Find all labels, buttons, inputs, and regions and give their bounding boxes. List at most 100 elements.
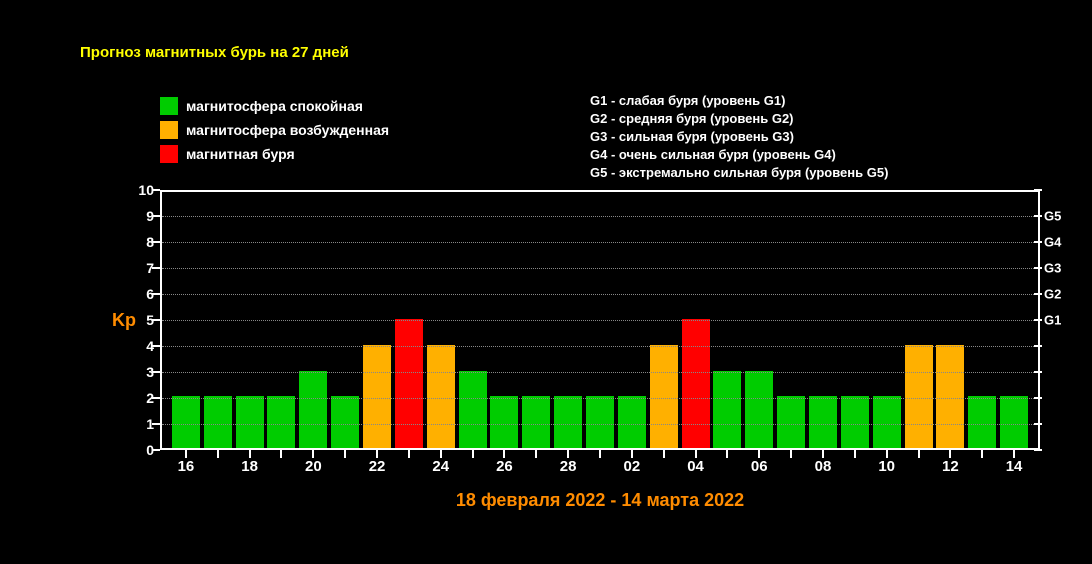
g-level-label: G3 (1044, 261, 1074, 276)
bar (809, 396, 837, 448)
bar (936, 345, 964, 448)
x-tick-label: 04 (687, 458, 704, 475)
legend-label: магнитосфера возбужденная (186, 122, 389, 138)
bar (618, 396, 646, 448)
y-tick-label: 0 (132, 442, 154, 458)
bar (459, 371, 487, 448)
x-tick-label: 06 (751, 458, 768, 475)
bar (522, 396, 550, 448)
x-tick-mark (249, 450, 251, 458)
gridline (162, 346, 1038, 347)
x-tick-mark (503, 450, 505, 458)
x-tick-mark (408, 450, 410, 458)
y-tick-mark-right (1034, 371, 1042, 373)
x-tick-mark (695, 450, 697, 458)
x-tick-mark (280, 450, 282, 458)
g-level-label: G1 (1044, 313, 1074, 328)
g-level-description: G4 - очень сильная буря (уровень G4) (590, 146, 888, 164)
y-tick-label: 2 (132, 390, 154, 406)
y-tick-mark (152, 345, 160, 347)
bar (554, 396, 582, 448)
y-tick-mark (152, 293, 160, 295)
y-tick-mark-right (1034, 319, 1042, 321)
x-tick-label: 22 (369, 458, 386, 475)
y-tick-mark (152, 449, 160, 451)
bar (427, 345, 455, 448)
x-tick-label: 08 (815, 458, 832, 475)
y-tick-label: 5 (132, 312, 154, 328)
y-tick-label: 9 (132, 208, 154, 224)
g-level-description: G5 - экстремально сильная буря (уровень … (590, 164, 888, 182)
legend-item: магнитосфера возбужденная (160, 118, 389, 142)
y-tick-mark (152, 371, 160, 373)
y-tick-mark (152, 241, 160, 243)
gridline (162, 320, 1038, 321)
g-level-description: G1 - слабая буря (уровень G1) (590, 92, 888, 110)
y-tick-mark (152, 267, 160, 269)
x-tick-label: 26 (496, 458, 513, 475)
x-tick-label: 18 (241, 458, 258, 475)
x-tick-mark (886, 450, 888, 458)
g-level-label: G4 (1044, 235, 1074, 250)
bar (395, 319, 423, 448)
legend-swatch (160, 145, 178, 163)
g-level-label: G5 (1044, 209, 1074, 224)
y-tick-label: 8 (132, 234, 154, 250)
y-tick-label: 7 (132, 260, 154, 276)
x-tick-mark (440, 450, 442, 458)
legend-right: G1 - слабая буря (уровень G1)G2 - средня… (590, 92, 888, 182)
g-level-label: G2 (1044, 287, 1074, 302)
x-tick-mark (535, 450, 537, 458)
x-tick-mark (822, 450, 824, 458)
legend-label: магнитосфера спокойная (186, 98, 363, 114)
bar (267, 396, 295, 448)
legend-item: магнитная буря (160, 142, 389, 166)
bar (777, 396, 805, 448)
bar (204, 396, 232, 448)
g-level-description: G3 - сильная буря (уровень G3) (590, 128, 888, 146)
chart-title: Прогноз магнитных бурь на 27 дней (80, 44, 349, 61)
bar (905, 345, 933, 448)
g-level-description: G2 - средняя буря (уровень G2) (590, 110, 888, 128)
x-tick-label: 10 (878, 458, 895, 475)
x-tick-label: 16 (178, 458, 195, 475)
y-tick-mark (152, 215, 160, 217)
legend-swatch (160, 97, 178, 115)
plot-area: 012345678910G1G2G3G4G5161820222426280204… (160, 190, 1040, 450)
bar (682, 319, 710, 448)
x-tick-label: 02 (624, 458, 641, 475)
legend-swatch (160, 121, 178, 139)
y-tick-mark-right (1034, 293, 1042, 295)
y-tick-mark-right (1034, 241, 1042, 243)
y-tick-label: 6 (132, 286, 154, 302)
bar (586, 396, 614, 448)
chart-container: Прогноз магнитных бурь на 27 дней магнит… (0, 0, 1092, 564)
gridline (162, 424, 1038, 425)
x-tick-mark (567, 450, 569, 458)
bar (490, 396, 518, 448)
x-tick-label: 24 (432, 458, 449, 475)
bar (172, 396, 200, 448)
bar (1000, 396, 1028, 448)
bar (363, 345, 391, 448)
x-tick-label: 20 (305, 458, 322, 475)
bar (713, 371, 741, 448)
x-tick-mark (981, 450, 983, 458)
legend-item: магнитосфера спокойная (160, 94, 389, 118)
bar (299, 371, 327, 448)
x-tick-mark (344, 450, 346, 458)
y-tick-mark-right (1034, 215, 1042, 217)
bar (745, 371, 773, 448)
gridline (162, 372, 1038, 373)
x-tick-mark (758, 450, 760, 458)
bar (236, 396, 264, 448)
legend-label: магнитная буря (186, 146, 295, 162)
y-tick-mark-right (1034, 267, 1042, 269)
x-tick-mark (854, 450, 856, 458)
x-tick-label: 14 (1006, 458, 1023, 475)
gridline (162, 398, 1038, 399)
y-tick-mark (152, 319, 160, 321)
y-tick-label: 3 (132, 364, 154, 380)
y-tick-label: 4 (132, 338, 154, 354)
x-tick-label: 12 (942, 458, 959, 475)
